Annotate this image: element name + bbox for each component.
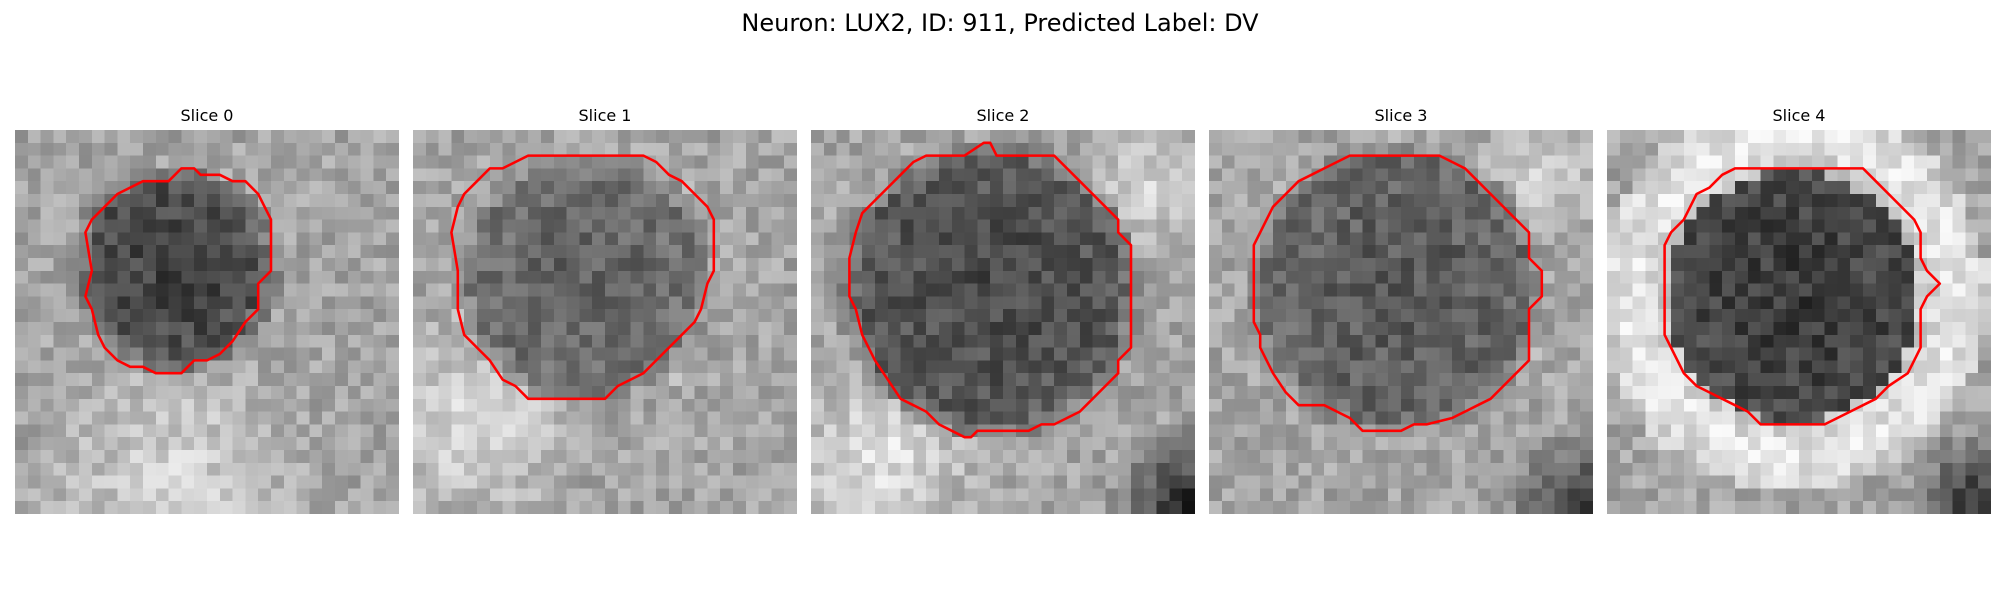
slice-title: Slice 1 [578,106,632,125]
neuron-contour-overlay [450,154,716,401]
slice-panel-1: Slice 1 [413,105,797,514]
neuron-contour [450,154,716,401]
neuron-contour [848,141,1133,439]
microscopy-image [15,130,399,514]
neuron-contour-overlay [848,141,1133,439]
neuron-contour [1663,167,1942,426]
neuron-contour-overlay [1252,154,1544,433]
slice-panel-4: Slice 4 [1607,105,1991,514]
slice-panel-0: Slice 0 [15,105,399,514]
slice-title: Slice 0 [180,106,234,125]
neuron-contour [84,167,273,375]
slice-image [1607,130,1991,514]
neuron-contour-overlay [84,167,273,375]
slice-image [413,130,797,514]
slice-image [15,130,399,514]
figure-title: Neuron: LUX2, ID: 911, Predicted Label: … [741,9,1259,37]
neuron-contour-overlay [1663,167,1942,426]
microscopy-image [1607,130,1991,514]
microscopy-image [413,130,797,514]
slice-title: Slice 2 [976,106,1030,125]
slice-image [811,130,1195,514]
slice-image [1209,130,1593,514]
slice-panel-2: Slice 2 [811,105,1195,514]
slice-title: Slice 3 [1374,106,1428,125]
slice-title: Slice 4 [1772,106,1826,125]
neuron-contour [1252,154,1544,433]
slice-panel-3: Slice 3 [1209,105,1593,514]
